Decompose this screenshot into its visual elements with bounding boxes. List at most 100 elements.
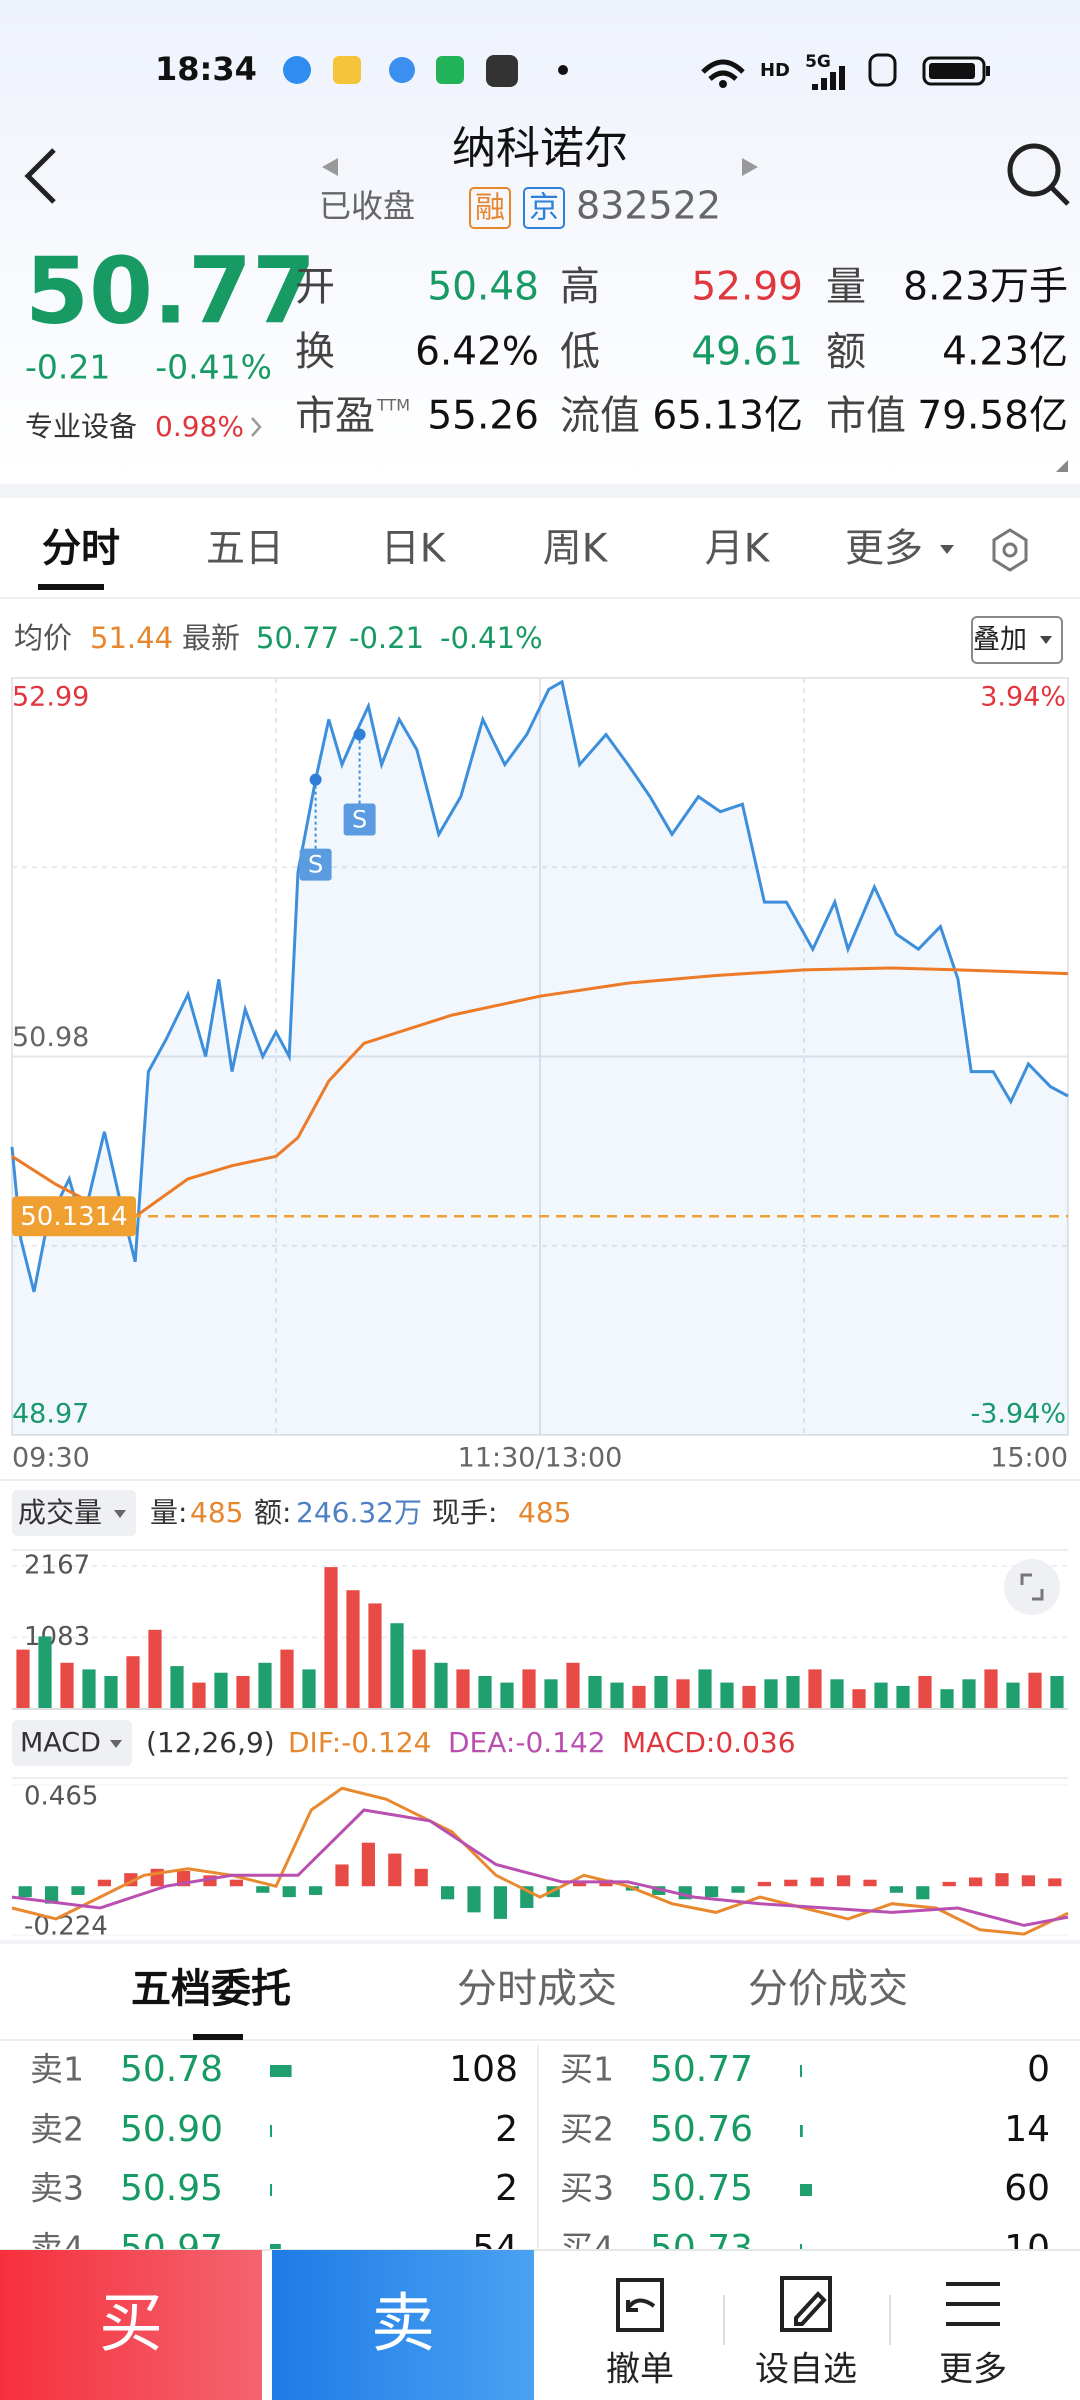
y-tick-label: -0.224 <box>24 1912 108 1942</box>
volume-bar <box>82 1669 96 1709</box>
volume-bar <box>764 1679 778 1709</box>
macd-bar <box>414 1868 428 1887</box>
expand-corner[interactable] <box>1056 460 1068 472</box>
volume-label: 成交量 <box>18 1496 102 1529</box>
fullscreen-button[interactable] <box>1004 1559 1060 1615</box>
price-change: -0.21 <box>25 348 110 387</box>
order-tab[interactable]: 五档委托 <box>131 1966 291 2012</box>
last-change-pct: -0.41% <box>440 621 543 655</box>
volume-bar <box>214 1672 228 1709</box>
volume-bar <box>1006 1682 1020 1709</box>
macd-bar <box>705 1886 719 1898</box>
prev-stock[interactable] <box>322 158 338 176</box>
volume-bar <box>38 1636 52 1709</box>
order-qty-bar <box>270 2125 272 2137</box>
amt-value: 246.32万 <box>296 1496 422 1529</box>
order-qty: 0 <box>1027 2049 1050 2090</box>
chart-tab[interactable]: 五日 <box>206 527 284 572</box>
edit-icon <box>780 2276 832 2332</box>
quote-label-sup: TTM <box>376 396 410 415</box>
volume-bar <box>126 1656 140 1709</box>
macd-params: (12,26,9) <box>146 1726 275 1759</box>
macd-bar <box>335 1864 349 1887</box>
volume-bar <box>390 1623 404 1709</box>
signal-bar <box>812 84 818 90</box>
next-stock[interactable] <box>742 158 758 176</box>
quote-value: 79.58亿 <box>917 394 1068 439</box>
volume-bar <box>830 1679 844 1709</box>
quote-label: 市值 <box>826 393 906 439</box>
price-area <box>12 681 1068 1435</box>
order-qty-bar <box>270 2065 292 2077</box>
action-label[interactable]: 设自选 <box>755 2350 857 2390</box>
dropdown-arrow <box>110 1740 122 1748</box>
separator <box>0 1940 1080 1944</box>
stock-tag-box <box>469 187 511 229</box>
pct-tick-label: 3.94% <box>980 682 1066 713</box>
action-label[interactable]: 撤单 <box>606 2350 674 2390</box>
order-tab[interactable]: 分时成交 <box>457 1966 617 2012</box>
volume-selector[interactable] <box>12 1490 136 1536</box>
action-label[interactable]: 更多 <box>939 2350 1007 2390</box>
volume-bar <box>170 1666 184 1709</box>
macd-bar <box>203 1875 217 1887</box>
macd-bar <box>573 1881 587 1887</box>
order-price: 50.75 <box>650 2168 753 2209</box>
volume-bar <box>368 1603 382 1709</box>
macd-bar <box>493 1886 507 1919</box>
macd-selector[interactable] <box>12 1720 132 1766</box>
x-tick-label: 15:00 <box>990 1443 1068 1474</box>
chart-tab[interactable]: 周K <box>543 527 609 572</box>
price-line <box>10 679 1069 1293</box>
order-tab[interactable]: 分价成交 <box>748 1966 908 2012</box>
volume-bar <box>940 1689 954 1709</box>
volume-bar <box>720 1682 734 1709</box>
macd-bar <box>652 1886 666 1895</box>
separator <box>0 484 1080 498</box>
order-price: 50.90 <box>120 2109 223 2150</box>
quote-label: 高 <box>560 264 600 310</box>
pct-tick-label: -3.94% <box>970 1399 1066 1430</box>
macd-bar <box>837 1875 851 1887</box>
volume-bar <box>60 1662 74 1709</box>
search-button[interactable] <box>1007 143 1070 206</box>
chart-tab[interactable]: 更多 <box>845 527 923 572</box>
volume-bar <box>588 1676 602 1709</box>
order-price: 50.78 <box>120 2049 223 2090</box>
chart-tab[interactable]: 日K <box>381 527 447 572</box>
volume-bar <box>918 1676 932 1709</box>
tab-underline <box>38 584 104 590</box>
quote-value: 6.42% <box>415 330 539 375</box>
settings-dot <box>1002 542 1018 558</box>
x-tick-label: 11:30/13:00 <box>458 1443 623 1474</box>
status-time: 18:34 <box>155 50 257 88</box>
avg-label: 均价 <box>14 621 72 655</box>
order-qty: 108 <box>449 2049 518 2090</box>
stock-tag-box <box>523 187 565 229</box>
last-label: 最新 <box>182 621 240 655</box>
settings-button[interactable] <box>992 528 1028 572</box>
chart-tab[interactable]: 分时 <box>42 527 120 572</box>
price-change-pct: -0.41% <box>155 348 272 387</box>
macd-bar <box>229 1879 243 1887</box>
overlay-button[interactable] <box>971 616 1063 664</box>
macd-bar <box>282 1886 296 1898</box>
marker-dot <box>353 728 366 741</box>
marker-label: S <box>352 805 367 833</box>
sell-button[interactable] <box>272 2250 534 2400</box>
buy-button[interactable] <box>0 2250 262 2400</box>
dropdown-arrow <box>114 1510 126 1518</box>
macd-line <box>11 1786 1069 1936</box>
chart-tab[interactable]: 月K <box>705 527 771 572</box>
macd-bar <box>256 1886 270 1893</box>
macd-bar <box>916 1886 930 1900</box>
back-button[interactable] <box>24 148 56 204</box>
volume-bar <box>346 1590 360 1709</box>
macd-bar <box>942 1881 956 1887</box>
macd-bar <box>969 1877 983 1887</box>
signal-bar <box>830 72 836 90</box>
reference-label: 50.1314 <box>20 1202 128 1232</box>
volume-bar <box>258 1662 272 1709</box>
macd-bar <box>1048 1878 1062 1887</box>
last-value: 50.77 <box>256 621 339 655</box>
